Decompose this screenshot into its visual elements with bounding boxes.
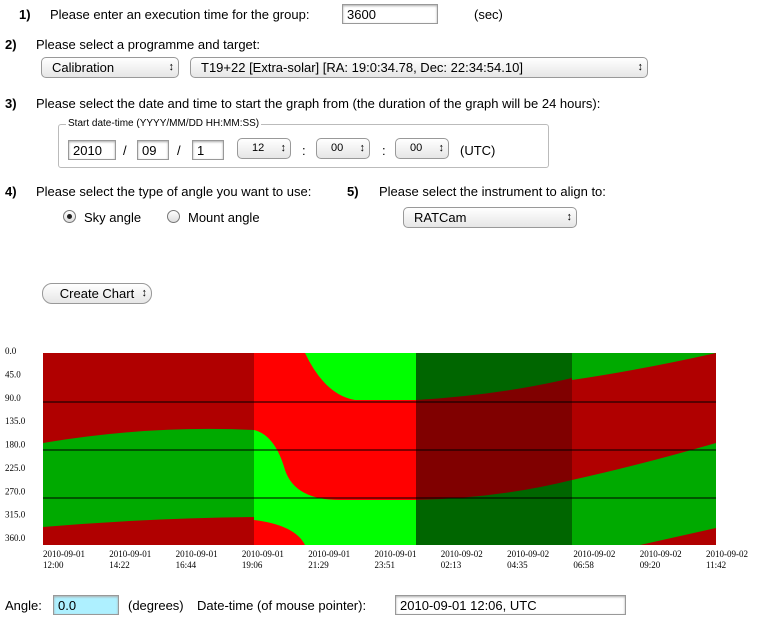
target: T19+22 [Extra-solar] [RA: 19:0:34.78, De… — [201, 60, 523, 75]
x-tick-label: 09:20 — [640, 560, 661, 570]
x-tick-label: 2010-09-01 — [109, 549, 151, 559]
step-number: 4) — [5, 184, 17, 199]
label: Please select the instrument to align to… — [379, 184, 606, 199]
x-tick-label: 2010-09-02 — [507, 549, 549, 559]
step-number: 5) — [347, 184, 359, 199]
x-tick-label: 16:44 — [176, 560, 197, 570]
second-spinner[interactable]: 00 — [395, 138, 449, 159]
angle-label: Angle: — [5, 598, 42, 613]
minute-spinner[interactable]: 00 — [316, 138, 370, 159]
separator: / — [123, 143, 127, 158]
option: Mount angle — [188, 210, 260, 225]
angle-field: 0.0 — [53, 595, 119, 615]
y-tick-label: 135.0 — [5, 416, 26, 426]
x-tick-label: 2010-09-02 — [573, 549, 615, 559]
execution-time-input[interactable]: 3600 — [342, 4, 438, 24]
y-tick-label: 315.0 — [5, 510, 26, 520]
step-number: 3) — [5, 96, 17, 111]
x-tick-label: 2010-09-01 — [308, 549, 350, 559]
step-number: 2) — [5, 37, 17, 52]
group-label: Start date-time (YYYY/MM/DD HH:MM:SS) — [66, 118, 262, 129]
y-tick-label: 270.0 — [5, 486, 26, 496]
zone — [572, 353, 716, 480]
separator: : — [302, 143, 306, 158]
instrument-select[interactable]: RATCam — [403, 207, 577, 228]
zone — [416, 378, 572, 500]
x-tick-label: 19:06 — [242, 560, 263, 570]
year-input[interactable]: 2010 — [68, 140, 116, 160]
label: Please select a programme and target: — [36, 37, 261, 52]
graph: 0.0 45.0 90.0 135.0 180.0 225.0 270.0 315.0 360.… — [5, 346, 748, 570]
programme-select[interactable]: Calibration — [41, 57, 179, 78]
x-tick-label: 2010-09-01 — [43, 549, 85, 559]
option: Sky angle — [84, 210, 142, 225]
x-tick-label: 06:58 — [573, 560, 594, 570]
y-tick-label: 45.0 — [5, 369, 21, 379]
x-tick-label: 2010-09-01 — [375, 549, 417, 559]
x-tick-label: 02:13 — [441, 560, 462, 570]
mount-radio[interactable] — [167, 210, 180, 223]
label: Please enter an execution time for the g… — [50, 7, 310, 22]
unit: (degrees) — [128, 598, 184, 613]
zone — [305, 353, 416, 400]
separator: / — [177, 143, 181, 158]
x-tick-label: 11:42 — [706, 560, 726, 570]
y-tick-label: 0.0 — [5, 346, 17, 356]
zone — [640, 528, 716, 545]
datetime-field: 2010-09-01 12:06, UTC — [395, 595, 626, 615]
label: Please select the type of angle you want… — [36, 184, 312, 199]
month-input[interactable]: 09 — [137, 140, 169, 160]
create-chart-button[interactable]: Create Chart — [42, 283, 152, 304]
y-tick-label: 90.0 — [5, 393, 21, 403]
y-tick-label: 180.0 — [5, 440, 26, 450]
datetime-label: Date-time (of mouse pointer): — [197, 598, 367, 613]
sky-radio[interactable] — [63, 210, 76, 223]
zone — [43, 428, 254, 527]
label: Please select the date and time to start… — [36, 96, 601, 111]
y-tick-label: 225.0 — [5, 463, 26, 473]
x-tick-label: 12:00 — [43, 560, 64, 570]
zone — [254, 430, 416, 545]
x-tick-label: 2010-09-02 — [441, 549, 483, 559]
day-input[interactable]: 1 — [192, 140, 224, 160]
step-number: 1) — [19, 7, 31, 22]
x-tick-label: 04:35 — [507, 560, 528, 570]
separator: : — [382, 143, 386, 158]
x-tick-label: 2010-09-01 — [176, 549, 218, 559]
unit: (sec) — [474, 7, 503, 22]
x-tick-label: 2010-09-02 — [640, 549, 682, 559]
y-tick-label: 360.0 — [5, 533, 26, 543]
target-select[interactable]: T19+22 [Extra-solar] [RA: 19:0:34.78, De… — [190, 57, 648, 78]
x-tick-label: 2010-09-01 — [242, 549, 284, 559]
x-tick-label: 2010-09-02 — [706, 549, 748, 559]
x-tick-label: 23:51 — [375, 560, 396, 570]
x-tick-label: 14:22 — [109, 560, 130, 570]
timezone: (UTC) — [460, 143, 496, 158]
x-tick-label: 21:29 — [308, 560, 329, 570]
group-box — [58, 124, 549, 168]
hour-spinner[interactable]: 12 — [237, 138, 291, 159]
